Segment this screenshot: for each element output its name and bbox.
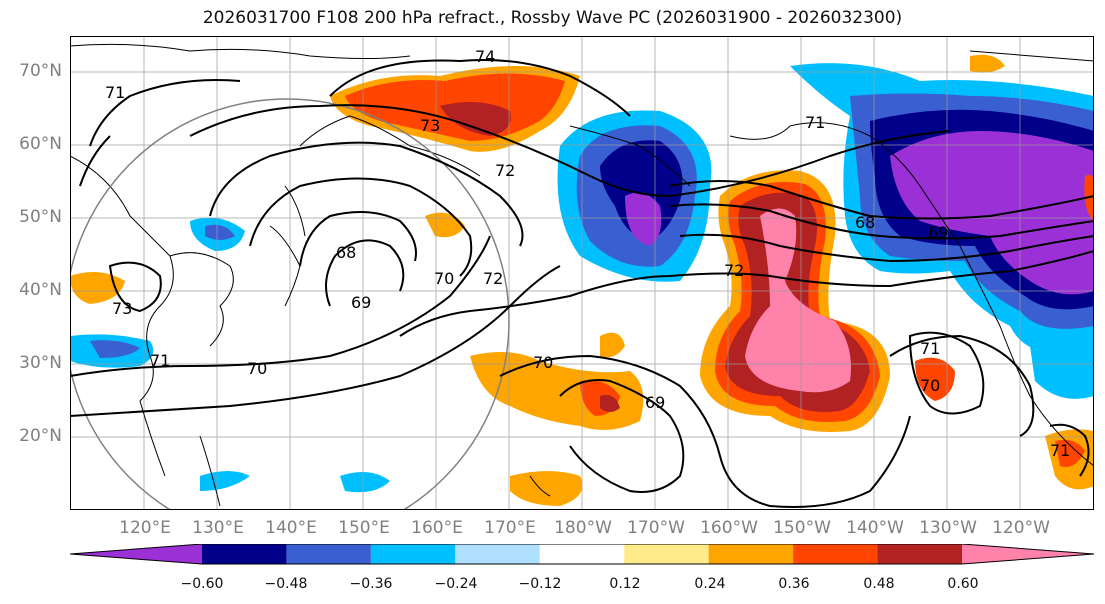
colorbar-swatch: [202, 544, 287, 564]
contour-label: 71: [1050, 441, 1070, 460]
positive-anomaly-regions: [70, 54, 1094, 506]
lon-label: 150°E: [338, 518, 390, 538]
lat-label: 20°N: [19, 426, 62, 446]
colorbar-swatch: [70, 544, 202, 564]
contour-label: 69: [645, 393, 665, 412]
colorbar-tick-label: 0.12: [609, 576, 641, 592]
colorbar-swatch: [962, 544, 1094, 564]
colorbar-tick-label: −0.36: [349, 576, 393, 592]
contour-label: 72: [724, 261, 744, 280]
contour-label: 74: [475, 47, 495, 66]
lat-label: 50°N: [19, 207, 62, 227]
lon-label: 180°W: [554, 518, 612, 538]
contour-label: 71: [150, 351, 170, 370]
colorbar-swatch: [455, 544, 540, 564]
contour-label: 68: [336, 243, 356, 262]
colorbar-swatch: [877, 544, 962, 564]
contour-label: 73: [420, 116, 440, 135]
lon-label: 150°W: [773, 518, 831, 538]
colorbar-tick-label: 0.36: [778, 576, 810, 592]
contour-labels: 74 73 72 71 71 71 70 70 70 69 69 69 68 6…: [105, 47, 1070, 460]
contour-label: 70: [920, 376, 940, 395]
colorbar-tick-label: 0.60: [947, 576, 979, 592]
colorbar-tick-label: 0.48: [863, 576, 895, 592]
colorbar-tick-label: −0.60: [180, 576, 224, 592]
colorbar-tick-label: −0.24: [434, 576, 478, 592]
contour-label: 72: [483, 269, 503, 288]
colorbar: [70, 544, 1094, 565]
contour-label: 69: [928, 223, 948, 242]
contour-label: 69: [351, 293, 371, 312]
lon-label: 140°E: [265, 518, 317, 538]
contour-label: 70: [434, 269, 454, 288]
lat-label: 40°N: [19, 280, 62, 300]
contour-label: 71: [105, 83, 125, 102]
lat-label: 60°N: [19, 134, 62, 154]
lon-label: 170°W: [627, 518, 685, 538]
colorbar-tick-label: −0.48: [264, 576, 308, 592]
map-title: 2026031700 F108 200 hPa refract., Rossby…: [202, 8, 903, 28]
lon-label: 120°E: [119, 518, 171, 538]
lon-label: 160°E: [411, 518, 463, 538]
lon-label: 120°W: [992, 518, 1050, 538]
colorbar-swatch: [286, 544, 371, 564]
colorbar-outline: [70, 544, 1094, 565]
contour-label: 70: [533, 353, 553, 372]
lon-label: 140°W: [846, 518, 904, 538]
contour-label: 71: [805, 113, 825, 132]
colorbar-tick-label: 0.24: [694, 576, 726, 592]
colorbar-swatch: [624, 544, 709, 564]
lon-label: 130°E: [192, 518, 244, 538]
lon-label: 170°E: [484, 518, 536, 538]
colorbar-swatch: [539, 544, 625, 564]
colorbar-tick-label: −0.12: [518, 576, 562, 592]
lat-label: 30°N: [19, 353, 62, 373]
lat-label: 70°N: [19, 61, 62, 81]
contour-label: 71: [920, 339, 940, 358]
colorbar-swatch: [708, 544, 794, 564]
contour-label: 73: [112, 299, 132, 318]
radius-circle: [70, 98, 510, 510]
contour-label: 70: [247, 359, 267, 378]
negative-anomaly-regions: [70, 63, 1094, 493]
contour-label: 72: [495, 161, 515, 180]
colorbar-swatch: [370, 544, 456, 564]
lon-label: 130°W: [919, 518, 977, 538]
map-plot: 74 73 72 71 71 71 70 70 70 69 69 69 68 6…: [70, 36, 1094, 510]
refractivity-contours: [70, 59, 1094, 508]
contour-label: 68: [855, 213, 875, 232]
lon-label: 160°W: [700, 518, 758, 538]
colorbar-swatch: [793, 544, 878, 564]
